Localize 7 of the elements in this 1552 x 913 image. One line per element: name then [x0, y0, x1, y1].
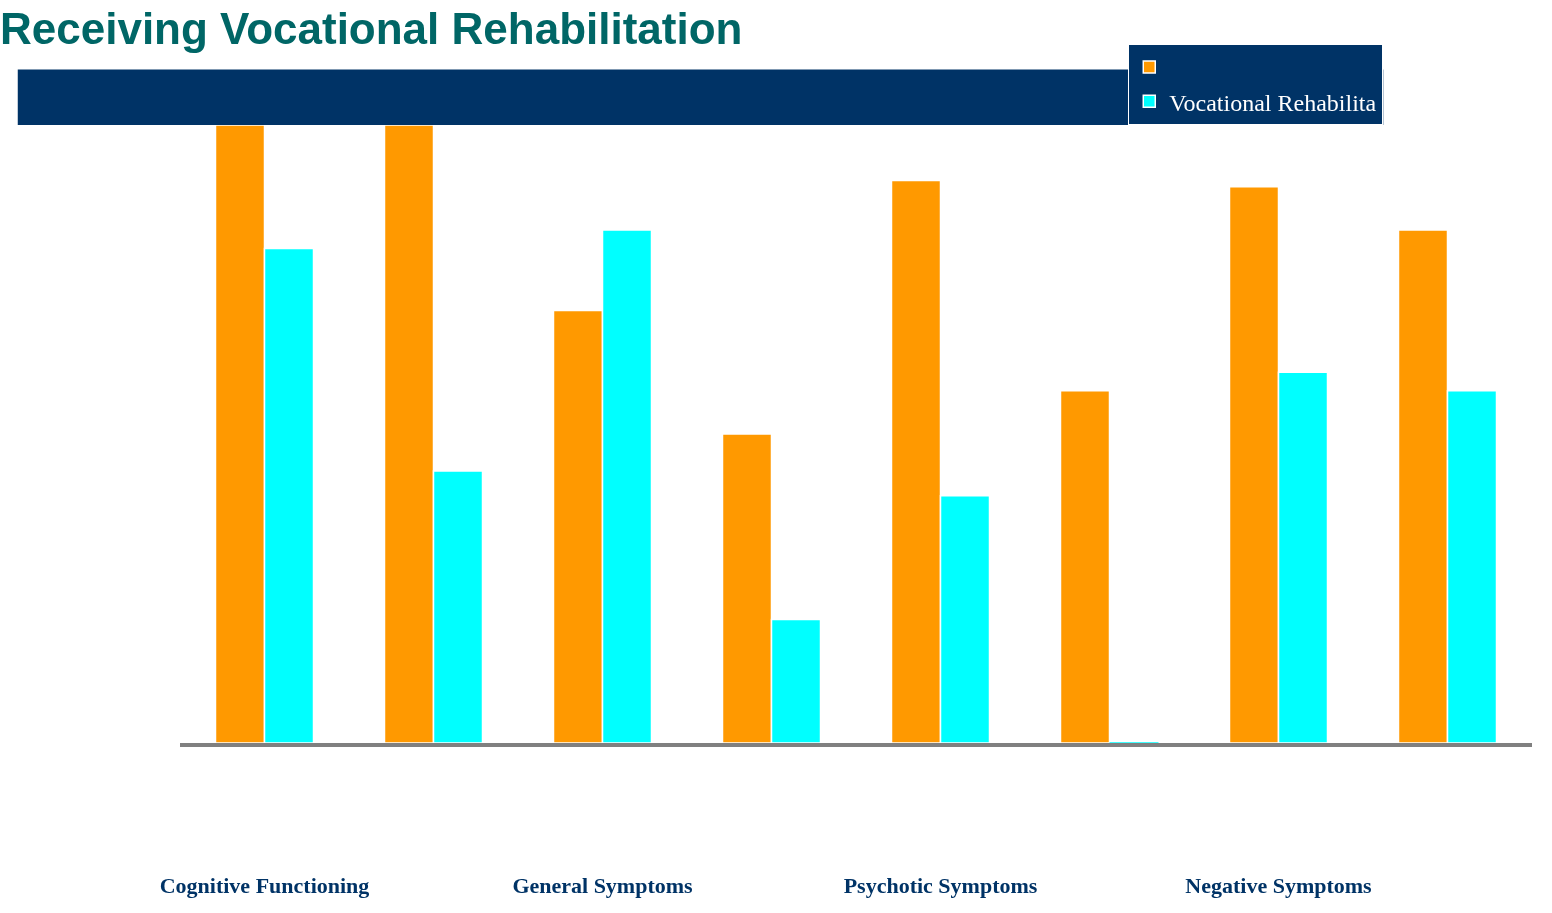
bar — [1059, 389, 1111, 743]
x-tick-label: Psychotic Symptoms — [843, 873, 1038, 899]
legend-label: Vocational Rehabilita — [1169, 89, 1377, 116]
x-tick-label: General Symptoms — [512, 873, 694, 899]
x-tick-label: Cognitive Functioning — [159, 873, 370, 899]
x-tick-label: Negative Symptoms — [1185, 873, 1373, 899]
chart-title: Receiving Vocational Rehabilitation — [0, 4, 743, 54]
